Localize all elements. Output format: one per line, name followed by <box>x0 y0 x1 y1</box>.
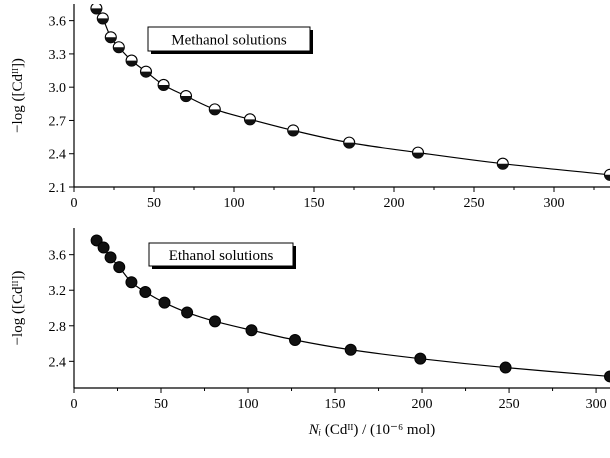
x-tick-label: 300 <box>586 397 607 412</box>
x-tick-label: 50 <box>147 196 161 211</box>
data-point <box>245 114 256 125</box>
data-point <box>344 137 355 148</box>
data-point <box>605 371 610 382</box>
data-point <box>105 32 116 43</box>
data-point <box>114 262 125 273</box>
x-tick-label: 200 <box>384 196 405 211</box>
data-point <box>345 344 356 355</box>
y-tick-label: 2.4 <box>49 148 67 163</box>
data-point <box>126 55 137 66</box>
data-point-fill <box>181 96 192 102</box>
data-point <box>209 104 220 115</box>
data-point <box>500 362 511 373</box>
data-point <box>246 325 257 336</box>
data-point-fill <box>97 18 108 24</box>
data-point <box>98 242 109 253</box>
x-tick-label: 300 <box>544 196 565 211</box>
data-point <box>415 353 426 364</box>
data-point-fill <box>605 175 610 181</box>
data-point <box>182 307 193 318</box>
y-tick-label: 2.1 <box>49 181 67 196</box>
x-tick-label: 250 <box>464 196 485 211</box>
data-point <box>105 252 116 263</box>
y-tick-label: 2.7 <box>49 114 67 129</box>
data-point <box>159 297 170 308</box>
x-tick-label: 250 <box>499 397 520 412</box>
y-tick-label: 2.8 <box>49 320 67 335</box>
x-tick-label: 150 <box>325 397 346 412</box>
x-tick-label: 0 <box>71 196 78 211</box>
x-axis-title: Nᵢ (Cdᴵᴵ) / (10⁻⁶ mol) <box>308 422 436 438</box>
x-tick-label: 50 <box>154 397 168 412</box>
data-point-fill <box>245 119 256 125</box>
data-point-fill <box>126 61 137 67</box>
data-point <box>158 79 169 90</box>
y-tick-label: 3.3 <box>49 48 67 63</box>
y-tick-label: 3.2 <box>49 284 67 299</box>
data-point-fill <box>141 72 152 78</box>
data-point <box>113 42 124 53</box>
x-axis-title-unit: (Cdᴵᴵ) / (10⁻⁶ mol) <box>321 422 435 438</box>
data-point <box>126 277 137 288</box>
x-tick-label: 0 <box>71 397 78 412</box>
data-point <box>209 316 220 327</box>
data-point <box>181 91 192 102</box>
data-point-fill <box>497 164 508 170</box>
data-point-fill <box>209 109 220 115</box>
y-tick-label: 3.6 <box>49 249 67 264</box>
legend-label: Ethanol solutions <box>169 248 274 264</box>
y-axis-title: −log ([Cdᴵᴵ]) <box>10 58 26 133</box>
data-point <box>91 3 102 14</box>
x-tick-label: 100 <box>238 397 259 412</box>
data-point <box>97 13 108 24</box>
y-tick-label: 3.0 <box>49 81 67 96</box>
y-tick-label: 2.4 <box>49 355 67 370</box>
data-point-fill <box>288 130 299 136</box>
data-point-fill <box>158 85 169 91</box>
x-tick-label: 150 <box>304 196 325 211</box>
y-tick-label: 3.6 <box>49 15 67 30</box>
x-tick-label: 100 <box>224 196 245 211</box>
data-point <box>413 147 424 158</box>
data-point-fill <box>413 153 424 159</box>
legend-label: Methanol solutions <box>171 33 287 49</box>
y-axis-title: −log ([Cdᴵᴵ]) <box>10 271 26 346</box>
data-point <box>290 335 301 346</box>
data-point <box>288 125 299 136</box>
x-tick-label: 200 <box>412 397 433 412</box>
data-point <box>140 287 151 298</box>
data-point <box>497 158 508 169</box>
x-axis-title-symbol: Nᵢ <box>308 422 321 438</box>
data-point-fill <box>344 143 355 149</box>
data-point <box>141 66 152 77</box>
data-point <box>605 169 610 180</box>
